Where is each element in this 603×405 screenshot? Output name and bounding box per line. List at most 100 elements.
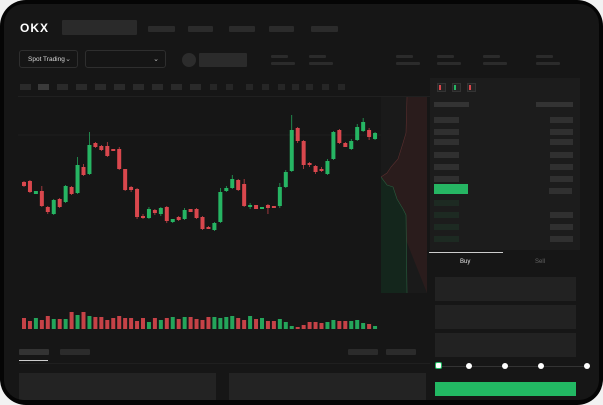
amount-slider[interactable]: [440, 366, 587, 367]
candle-body: [39, 191, 44, 206]
volume-bar: [63, 319, 68, 329]
search-bar[interactable]: [62, 20, 137, 35]
tab-buy[interactable]: Buy: [460, 259, 471, 265]
stat-label: [396, 55, 413, 58]
volume-bar: [158, 320, 163, 329]
tab-order-history[interactable]: [60, 349, 90, 355]
tab-open-orders[interactable]: [19, 349, 49, 355]
amount-input[interactable]: [435, 305, 576, 329]
volume-bar: [283, 322, 288, 329]
chevron-down-icon: ⌄: [153, 56, 159, 63]
stat-label: [536, 55, 553, 58]
book-asks-icon[interactable]: [467, 83, 476, 92]
candle-body: [117, 149, 122, 169]
chart-tool-icon[interactable]: [292, 84, 299, 90]
ask-depth-area: [381, 97, 427, 293]
volume-bar: [224, 317, 229, 329]
filter-button[interactable]: [386, 349, 416, 355]
coin-icon: [182, 53, 196, 67]
icon-glyph: [439, 85, 441, 90]
ask-price: [434, 139, 459, 145]
nav-item[interactable]: [188, 26, 213, 32]
pair-select[interactable]: ⌄: [85, 50, 166, 68]
candle-body: [22, 182, 26, 186]
bid-size: [550, 212, 573, 218]
chart-tool-icon[interactable]: [278, 84, 285, 90]
timeframe-button[interactable]: [95, 84, 106, 90]
filter-button[interactable]: [348, 349, 378, 355]
timeframe-button[interactable]: [57, 84, 68, 90]
candle-body: [51, 200, 56, 214]
volume-bar: [301, 325, 306, 329]
buy-button[interactable]: [435, 382, 576, 396]
slider-step-50[interactable]: [502, 363, 508, 369]
depth-chart: [381, 97, 427, 293]
volume-bar: [135, 321, 140, 329]
ask-price: [434, 152, 459, 158]
candle-body: [331, 132, 336, 159]
candle-body: [123, 169, 128, 190]
chart-tool-icon[interactable]: [226, 84, 233, 90]
total-input[interactable]: [435, 333, 576, 357]
price-input[interactable]: [435, 277, 576, 301]
volume-bar: [182, 317, 187, 329]
volume-bar: [248, 316, 253, 329]
chart-tool-icon[interactable]: [306, 84, 313, 90]
volume-bar: [277, 319, 282, 329]
candle-body: [69, 187, 74, 194]
chart-tool-icon[interactable]: [246, 84, 253, 90]
volume-bar: [99, 317, 104, 329]
tab-sell[interactable]: Sell: [535, 259, 546, 265]
candle-body: [152, 210, 157, 213]
slider-step-25[interactable]: [466, 363, 472, 369]
chart-tool-icon[interactable]: [338, 84, 345, 90]
market-type-select[interactable]: Spot Trading ⌄: [19, 50, 78, 68]
slider-step-75[interactable]: [538, 363, 544, 369]
candle-body: [230, 179, 235, 188]
nav-item[interactable]: [148, 26, 175, 32]
timeframe-button[interactable]: [190, 84, 201, 90]
slider-handle[interactable]: [435, 362, 442, 369]
book-bids-icon[interactable]: [452, 83, 461, 92]
timeframe-button[interactable]: [133, 84, 144, 90]
candle-body: [307, 163, 312, 165]
candle-body: [319, 169, 324, 171]
volume-bar: [260, 318, 264, 329]
candle-body: [57, 199, 62, 207]
slider-step-100[interactable]: [584, 363, 590, 369]
stat-label: [271, 55, 288, 58]
chart-tool-icon[interactable]: [210, 84, 217, 90]
chart-tool-icon[interactable]: [262, 84, 269, 90]
nav-item[interactable]: [311, 26, 338, 32]
candle-body: [271, 206, 276, 208]
candle-body: [289, 130, 294, 171]
timeframe-button[interactable]: [152, 84, 163, 90]
volume-bar: [87, 316, 92, 329]
chart-tool-icon[interactable]: [322, 84, 329, 90]
stat-value: [483, 62, 507, 65]
book-header: [434, 102, 469, 107]
book-header: [536, 102, 573, 107]
candle-body: [87, 145, 92, 174]
bid-depth-area: [381, 177, 407, 293]
price-placeholder: [199, 53, 247, 67]
stat-label: [483, 55, 500, 58]
stat-value: [536, 62, 560, 65]
nav-item[interactable]: [269, 26, 294, 32]
timeframe-button[interactable]: [76, 84, 87, 90]
timeframe-button[interactable]: [114, 84, 125, 90]
candle-body: [45, 207, 50, 212]
candle-body: [27, 181, 32, 192]
candlestick-chart[interactable]: [18, 95, 382, 335]
book-both-icon[interactable]: [437, 83, 446, 92]
nav-item[interactable]: [229, 26, 255, 32]
okx-logo[interactable]: OKX: [20, 21, 50, 35]
timeframe-button[interactable]: [20, 84, 31, 90]
timeframe-button[interactable]: [171, 84, 182, 90]
candle-body: [206, 227, 211, 229]
volume-bar: [236, 318, 241, 329]
candle-body: [176, 217, 181, 220]
timeframe-button[interactable]: [38, 84, 49, 90]
volume-bar: [170, 317, 175, 329]
candle-body: [111, 149, 116, 151]
